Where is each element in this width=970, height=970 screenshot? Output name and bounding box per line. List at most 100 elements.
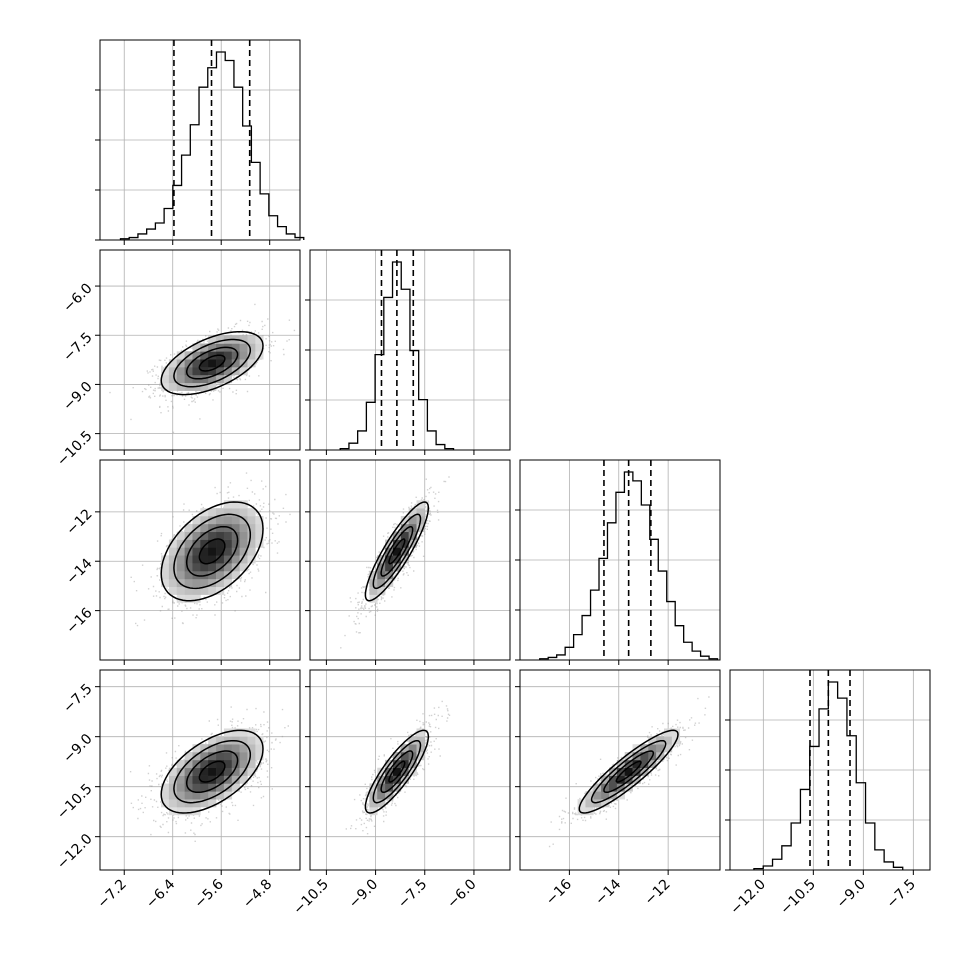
density-block <box>168 799 178 808</box>
density-block <box>624 767 633 776</box>
contour-line <box>372 513 422 590</box>
density-block <box>239 351 248 360</box>
density-block <box>176 367 185 376</box>
density-block <box>223 359 233 368</box>
density-block <box>216 783 225 792</box>
density-block <box>161 571 170 580</box>
density-block <box>184 367 193 376</box>
x-tick-label: −6.0 <box>444 876 479 911</box>
x-tick-label: −12 <box>642 876 674 908</box>
density-block <box>247 555 256 564</box>
density-block <box>192 775 201 784</box>
density-block <box>416 752 425 761</box>
density-block <box>216 335 225 344</box>
x-tick-label: −16 <box>543 876 575 908</box>
density-block <box>663 736 673 745</box>
contour-line <box>372 739 422 804</box>
y-tick-label: −9.0 <box>60 731 95 766</box>
density-block <box>168 382 178 391</box>
density-block <box>208 744 217 753</box>
contour-line <box>388 538 406 565</box>
density-block <box>369 807 378 816</box>
density-block <box>200 531 209 540</box>
density-block <box>176 539 185 548</box>
contour-line <box>160 729 264 814</box>
density-block <box>585 799 594 808</box>
density-block <box>176 563 185 572</box>
contour-line <box>380 525 414 577</box>
x-tick-label: −6.4 <box>143 876 178 911</box>
density-block <box>216 775 225 784</box>
density-block <box>247 752 256 761</box>
density-block <box>216 744 225 753</box>
density-block <box>400 523 409 533</box>
density-block <box>663 744 673 753</box>
density-block <box>216 367 225 376</box>
density-block <box>671 728 681 737</box>
density-block <box>377 563 386 572</box>
density-block <box>176 783 185 792</box>
y-tick-label: −12 <box>63 506 95 538</box>
density-block <box>585 807 594 816</box>
density-block <box>208 555 217 564</box>
density-block <box>392 759 402 769</box>
density-block <box>200 563 209 572</box>
density-block <box>168 367 178 376</box>
y-tick-label: −7.5 <box>60 330 95 365</box>
density-block <box>192 791 201 800</box>
density-block <box>192 539 201 548</box>
density-block <box>247 351 256 360</box>
density-block <box>601 791 610 800</box>
density-block <box>176 578 185 588</box>
density-block <box>208 783 217 792</box>
x-tick-label: −4.8 <box>240 876 275 911</box>
density-block <box>608 783 618 792</box>
density-block <box>624 759 633 769</box>
density-block <box>192 359 201 368</box>
density-block <box>216 547 225 556</box>
density-block <box>369 799 378 808</box>
density-block <box>223 547 233 556</box>
density-block <box>208 359 217 368</box>
density-block <box>385 571 394 580</box>
density-block <box>624 783 633 792</box>
density-block <box>216 359 225 368</box>
density-block <box>640 752 649 761</box>
histogram-panel-1 <box>95 39 305 245</box>
density-block <box>208 736 217 745</box>
x-tick-label: −10.5 <box>290 876 332 918</box>
density-block <box>223 508 233 517</box>
density-block <box>176 382 185 391</box>
density-block <box>632 767 641 776</box>
density-block <box>192 516 201 525</box>
density-block <box>184 523 193 533</box>
density-block <box>208 382 217 391</box>
density-block <box>239 759 248 769</box>
density-block <box>192 563 201 572</box>
density-block <box>184 563 193 572</box>
density-block <box>216 555 225 564</box>
contour-line <box>198 354 226 372</box>
density-block <box>239 335 248 344</box>
density-block <box>216 523 225 533</box>
density-block <box>601 799 610 808</box>
density-block <box>416 523 425 533</box>
density-block <box>216 563 225 572</box>
density-block <box>400 775 409 784</box>
contour-line <box>388 760 406 783</box>
contour-line <box>173 338 252 388</box>
density-block <box>408 759 417 769</box>
density-block <box>168 374 178 384</box>
contour-line <box>364 729 430 814</box>
density-block <box>239 367 248 376</box>
histogram-bars <box>119 51 305 240</box>
density-block <box>247 767 256 776</box>
density-block <box>184 791 193 800</box>
contour-line <box>198 538 226 565</box>
density-block <box>192 547 201 556</box>
density-block <box>239 547 248 556</box>
density-block <box>200 578 209 588</box>
density-block <box>208 335 217 344</box>
contour-line <box>173 739 252 804</box>
density-block <box>247 531 256 540</box>
